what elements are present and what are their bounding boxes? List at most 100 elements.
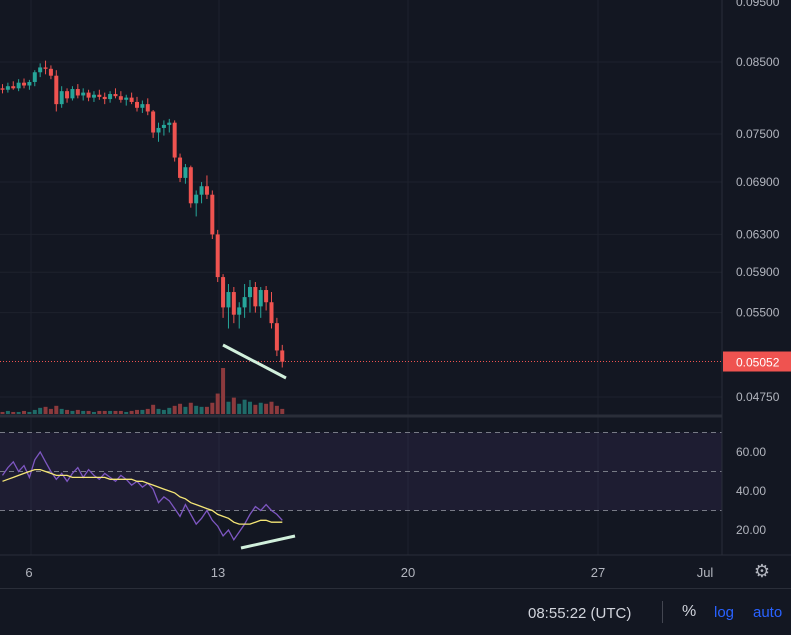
volume-bar: [75, 409, 80, 414]
candle-body: [269, 302, 274, 324]
candle-body: [237, 307, 242, 315]
volume-bar: [253, 404, 258, 414]
volume-bar: [199, 406, 204, 414]
candle-body: [5, 86, 10, 90]
volume-bar: [86, 410, 91, 414]
volume-bar: [215, 393, 220, 414]
volume-bar: [0, 411, 5, 414]
volume-bar: [204, 406, 209, 414]
candle-body: [22, 82, 27, 86]
volume-bar: [194, 405, 199, 414]
candle-body: [188, 167, 193, 204]
volume-bar: [48, 408, 53, 414]
candle-body: [172, 122, 177, 158]
candle-body: [183, 167, 188, 178]
candle-body: [253, 287, 258, 307]
candle-body: [247, 287, 252, 298]
rsi-ma-line: [2, 468, 283, 525]
candle-body: [264, 290, 269, 303]
volume-bar: [269, 401, 274, 414]
candle-body: [140, 104, 145, 108]
candle-body: [118, 96, 123, 100]
volume-bar: [22, 410, 27, 414]
candle-body: [124, 97, 129, 100]
chart-canvas[interactable]: 0.09500 0.08500 0.07500 0.06900 0.06300 0.059…: [0, 0, 791, 588]
volume-bar: [113, 410, 118, 414]
volume-bar: [118, 410, 123, 414]
volume-bar: [156, 408, 161, 414]
rsi-panel: [1, 450, 283, 542]
axes: 0.09500 0.08500 0.07500 0.06900 0.06300 0.059…: [0, 0, 791, 580]
candle-body: [194, 194, 199, 204]
candle-body: [86, 92, 91, 98]
volume-bar: [178, 403, 183, 414]
candle-body: [151, 111, 156, 133]
price-tick-label: 0.05500: [736, 306, 780, 320]
candle-body: [145, 104, 150, 112]
volume-bar: [81, 410, 86, 414]
time-tick-label: Jul: [697, 565, 714, 580]
volume-bar: [226, 401, 231, 414]
percent-scale-button[interactable]: %: [682, 603, 697, 620]
time-tick-label: 6: [25, 565, 32, 580]
candle-body: [48, 68, 53, 76]
time-tick-label: 27: [591, 565, 605, 580]
candle-body: [75, 89, 80, 96]
candle-body: [199, 186, 204, 195]
volume-bars: [0, 368, 285, 414]
price-tick-label: 0.08500: [736, 55, 780, 69]
utc-clock[interactable]: 08:55:22 (UTC): [528, 605, 632, 622]
price-tick-label: 0.06900: [736, 175, 780, 189]
volume-bar: [161, 409, 166, 414]
volume-bar: [183, 406, 188, 414]
candle-body: [280, 350, 285, 362]
candle-body: [70, 89, 75, 99]
time-tick-label: 13: [211, 565, 225, 580]
candle-body: [156, 127, 161, 133]
price-tick-label: 0.04750: [736, 390, 780, 404]
volume-bar: [221, 368, 226, 414]
volume-bar: [264, 403, 269, 414]
volume-bar: [247, 401, 252, 414]
volume-bar: [27, 411, 32, 414]
volume-bar: [151, 404, 156, 414]
candle-body: [16, 82, 21, 89]
volume-bar: [16, 411, 21, 414]
volume-bar: [237, 403, 242, 414]
volume-bar: [188, 402, 193, 414]
footer-divider: [662, 601, 663, 623]
rsi-trendline: [240, 534, 296, 550]
auto-scale-button[interactable]: auto: [753, 604, 783, 621]
candle-body: [135, 101, 139, 108]
candlestick-series: [0, 60, 722, 368]
price-tick-label: 0.07500: [736, 127, 780, 141]
footer-bar: 08:55:22 (UTC) % log auto: [0, 588, 791, 635]
volume-bar: [140, 409, 145, 414]
time-tick-label: 20: [401, 565, 415, 580]
volume-bar: [258, 402, 263, 414]
volume-bar: [145, 408, 150, 414]
candle-body: [81, 92, 86, 96]
price-trendline: [222, 343, 287, 380]
volume-bar: [274, 405, 279, 414]
rsi-tick-label: 60.00: [736, 445, 766, 459]
volume-bar: [65, 409, 70, 414]
candle-body: [27, 81, 32, 86]
price-tick-label: 0.05900: [736, 265, 780, 279]
gear-icon[interactable]: ⚙: [753, 561, 771, 581]
volume-bar: [167, 407, 172, 414]
candle-body: [161, 124, 166, 128]
candle-body: [108, 94, 113, 100]
volume-bar: [59, 408, 64, 414]
rsi-line: [1, 450, 283, 542]
candle-body: [167, 122, 172, 125]
volume-bar: [54, 405, 59, 414]
log-scale-button[interactable]: log: [714, 604, 735, 621]
candle-body: [129, 97, 134, 102]
candle-body: [215, 234, 220, 278]
volume-bar: [91, 411, 96, 414]
volume-bar: [32, 409, 37, 414]
candle-body: [91, 94, 96, 98]
candle-body: [59, 91, 64, 105]
candle-body: [274, 323, 279, 351]
